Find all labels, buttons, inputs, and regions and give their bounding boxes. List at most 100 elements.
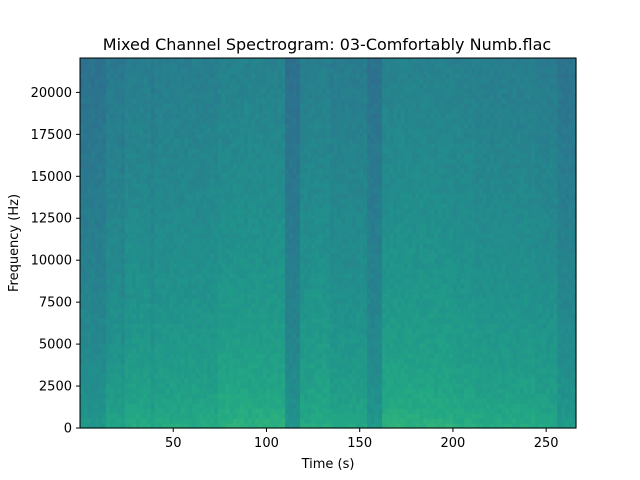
spectrogram-cell (173, 138, 178, 144)
spectrogram-cell (80, 403, 85, 409)
spectrogram-cell (203, 348, 208, 354)
spectrogram-cell (191, 398, 197, 404)
spectrogram-cell (106, 58, 111, 64)
spectrogram-cell (314, 348, 320, 354)
spectrogram-cell (217, 253, 223, 259)
spectrogram-cell (184, 403, 189, 409)
spectrogram-cell (154, 208, 159, 214)
spectrogram-cell (176, 153, 182, 159)
spectrogram-cell (109, 328, 115, 334)
spectrogram-cell (217, 358, 223, 364)
spectrogram-cell (232, 143, 238, 149)
spectrogram-cell (169, 238, 174, 244)
spectrogram-cell (109, 58, 115, 64)
spectrogram-cell (98, 218, 103, 224)
spectrogram-cell (173, 318, 178, 324)
spectrogram-cell (191, 118, 197, 124)
spectrogram-cell (143, 93, 148, 99)
spectrogram-cell (132, 388, 137, 394)
spectrogram-cell (135, 373, 141, 379)
spectrogram-cell (139, 388, 144, 394)
spectrogram-cell (195, 323, 200, 329)
spectrogram-cell (318, 138, 324, 144)
spectrogram-cell (147, 58, 152, 64)
spectrogram-cell (158, 133, 163, 139)
spectrogram-cell (147, 93, 152, 99)
spectrogram-cell (143, 103, 148, 109)
spectrogram-cell (303, 178, 309, 184)
spectrogram-cell (91, 258, 96, 264)
spectrogram-cell (102, 263, 107, 269)
spectrogram-cell (83, 383, 89, 389)
spectrogram-cell (109, 118, 115, 124)
spectrogram-cell (195, 168, 200, 174)
spectrogram-cell (143, 328, 148, 334)
spectrogram-cell (128, 413, 133, 419)
spectrogram-cell (300, 298, 305, 304)
spectrogram-cell (262, 228, 268, 234)
spectrogram-cell (251, 148, 256, 154)
spectrogram-cell (206, 368, 212, 374)
spectrogram-cell (326, 238, 331, 244)
spectrogram-cell (255, 413, 260, 419)
spectrogram-cell (106, 333, 111, 339)
spectrogram-cell (214, 83, 219, 89)
spectrogram-cell (121, 278, 126, 284)
spectrogram-cell (121, 143, 126, 149)
spectrogram-cell (91, 58, 96, 64)
spectrogram-cell (135, 208, 141, 214)
spectrogram-cell (206, 288, 212, 294)
spectrogram-cell (300, 78, 305, 84)
spectrogram-cell (139, 158, 144, 164)
spectrogram-cell (143, 323, 148, 329)
spectrogram-cell (121, 128, 126, 134)
spectrogram-cell (214, 408, 219, 414)
spectrogram-cell (273, 138, 279, 144)
spectrogram-cell (277, 393, 282, 399)
spectrogram-cell (91, 263, 96, 269)
spectrogram-cell (300, 323, 305, 329)
spectrogram-cell (273, 348, 279, 354)
spectrogram-cell (94, 153, 100, 159)
spectrogram-cell (132, 178, 137, 184)
spectrogram-cell (288, 293, 294, 299)
spectrogram-cell (102, 143, 107, 149)
spectrogram-cell (262, 113, 268, 119)
spectrogram-cell (273, 298, 279, 304)
spectrogram-cell (154, 288, 159, 294)
spectrogram-cell (292, 123, 297, 129)
spectrogram-cell (195, 263, 200, 269)
spectrogram-cell (292, 158, 297, 164)
spectrogram-cell (314, 263, 320, 269)
spectrogram-cell (285, 183, 290, 189)
spectrogram-cell (147, 98, 152, 104)
spectrogram-cell (109, 368, 115, 374)
spectrogram-cell (180, 228, 186, 234)
spectrogram-cell (191, 268, 197, 274)
spectrogram-cell (300, 363, 305, 369)
spectrogram-cell (176, 393, 182, 399)
spectrogram-cell (296, 208, 301, 214)
spectrogram-cell (296, 158, 301, 164)
spectrogram-cell (135, 93, 141, 99)
spectrogram-cell (225, 78, 230, 84)
spectrogram-cell (236, 218, 241, 224)
spectrogram-cell (113, 188, 118, 194)
spectrogram-cell (188, 88, 193, 94)
spectrogram-cell (102, 213, 107, 219)
spectrogram-cell (259, 58, 264, 64)
spectrogram-cell (322, 88, 327, 94)
spectrogram-cell (184, 158, 189, 164)
spectrogram-cell (102, 318, 107, 324)
spectrogram-cell (303, 118, 309, 124)
spectrogram-cell (191, 313, 197, 319)
spectrogram-cell (176, 398, 182, 404)
spectrogram-cell (281, 313, 286, 319)
spectrogram-cell (273, 133, 279, 139)
spectrogram-cell (217, 373, 223, 379)
spectrogram-cell (117, 118, 122, 124)
spectrogram-cell (236, 353, 241, 359)
spectrogram-cell (217, 173, 223, 179)
spectrogram-cell (240, 198, 245, 204)
spectrogram-cell (132, 153, 137, 159)
